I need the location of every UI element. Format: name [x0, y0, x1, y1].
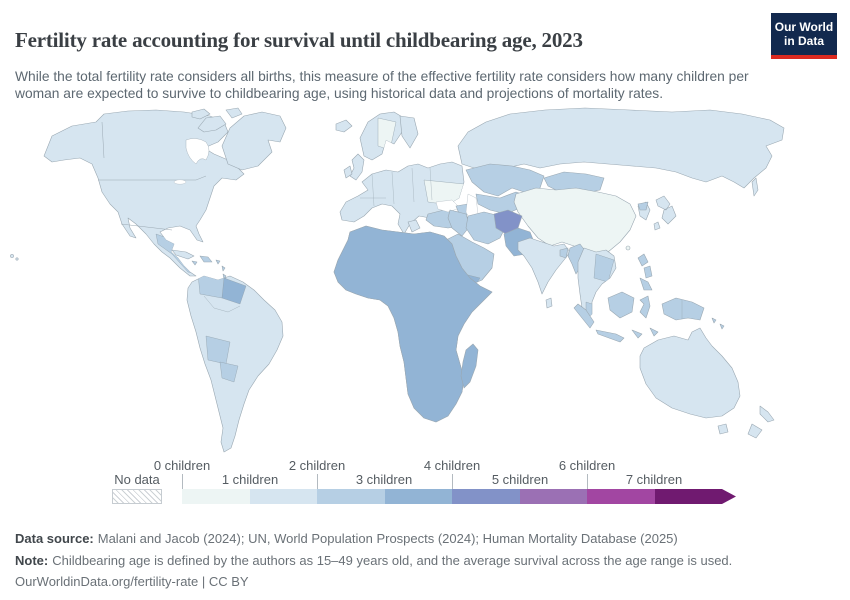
black-sea: [435, 199, 461, 213]
country-jamaica[interactable]: [191, 260, 198, 266]
great-lakes: [173, 179, 187, 185]
world-map: [10, 107, 785, 453]
legend-tick-2: 2 children: [288, 458, 346, 473]
data-source-text: Malani and Jacob (2024); UN, World Popul…: [97, 531, 678, 546]
url-text: OurWorldinData.org/fertility-rate | CC B…: [15, 574, 249, 589]
country-indonesia[interactable]: [573, 291, 659, 343]
hawaii[interactable]: [10, 254, 14, 258]
owid-logo[interactable]: Our World in Data: [771, 13, 837, 59]
border-us-mexico: [120, 223, 173, 231]
legend-bin-3-4[interactable]: [384, 489, 452, 504]
legend-no-data-label: No data: [114, 472, 160, 487]
data-source-label: Data source:: [15, 531, 94, 546]
country-south-america[interactable]: [186, 275, 284, 453]
country-sri-lanka[interactable]: [545, 297, 553, 309]
country-new-guinea[interactable]: [661, 297, 705, 321]
legend-tickmark-0: [182, 474, 183, 489]
legend-bin-5-6[interactable]: [519, 489, 587, 504]
country-japan[interactable]: [653, 195, 677, 231]
owid-logo-line1: Our World: [774, 20, 834, 34]
legend-tick-7: 7 children: [625, 472, 683, 487]
country-guyanas[interactable]: [221, 277, 247, 305]
country-philippines[interactable]: [637, 253, 653, 291]
legend-color-bar: [182, 489, 722, 504]
url-line: OurWorldinData.org/fertility-rate | CC B…: [15, 571, 835, 593]
country-mongolia[interactable]: [543, 171, 605, 195]
chart-subtitle: While the total fertility rate considers…: [15, 68, 749, 102]
legend-tick-0: 0 children: [153, 458, 211, 473]
country-united-kingdom[interactable]: [349, 153, 365, 181]
country-venezuela[interactable]: [197, 274, 227, 299]
country-madagascar[interactable]: [460, 343, 479, 389]
legend-bin-6-7[interactable]: [587, 489, 655, 504]
country-tasmania[interactable]: [717, 423, 729, 435]
lesser-antilles[interactable]: [215, 259, 227, 280]
legend-bin-7-plus[interactable]: [654, 489, 722, 504]
country-bangladesh[interactable]: [559, 247, 569, 259]
country-north-america[interactable]: [43, 109, 245, 277]
country-india[interactable]: [517, 237, 571, 295]
country-cuba[interactable]: [171, 249, 195, 260]
legend-tick-3: 3 children: [355, 472, 413, 487]
country-taiwan[interactable]: [625, 245, 631, 251]
border-brazil: [203, 295, 241, 313]
legend-tick-6: 6 children: [558, 458, 616, 473]
page-title: Fertility rate accounting for survival u…: [15, 28, 583, 53]
legend-tick-1: 1 children: [221, 472, 279, 487]
country-russia[interactable]: [457, 107, 785, 189]
legend-bin-4-5[interactable]: [452, 489, 520, 504]
country-greece[interactable]: [407, 219, 421, 233]
map-legend: 0 children 2 children 4 children 6 child…: [0, 459, 850, 505]
sakhalin[interactable]: [751, 177, 759, 197]
legend-no-data-swatch[interactable]: [112, 489, 162, 504]
legend-bin-1-2[interactable]: [249, 489, 317, 504]
note-line: Note: Childbearing age is defined by the …: [15, 550, 835, 572]
hudson-bay: [185, 138, 210, 165]
border-us-canada: [98, 175, 207, 181]
country-iceland[interactable]: [335, 119, 353, 133]
country-new-zealand[interactable]: [747, 405, 775, 439]
country-paraguay[interactable]: [219, 361, 239, 383]
legend-tickmark-2: [317, 474, 318, 489]
legend-tickmark-6: [587, 474, 588, 489]
chart-footer: Data source: Malani and Jacob (2024); UN,…: [15, 528, 835, 593]
country-sweden[interactable]: [377, 117, 397, 151]
border-alaska-canada: [101, 121, 105, 159]
country-finland[interactable]: [399, 115, 419, 149]
owid-logo-line2: in Data: [783, 34, 824, 48]
legend-tickmark-4: [452, 474, 453, 489]
country-sierra-leone-liberia[interactable]: [335, 295, 355, 313]
country-australia[interactable]: [639, 327, 741, 419]
country-ireland[interactable]: [343, 165, 353, 179]
arctic-islands[interactable]: [191, 107, 243, 133]
world-map-container: [0, 106, 850, 463]
solomon-islands[interactable]: [711, 317, 725, 330]
note-label: Note:: [15, 552, 49, 568]
country-greenland[interactable]: [221, 111, 287, 171]
legend-tick-5: 5 children: [491, 472, 549, 487]
legend-arrow: [722, 489, 736, 504]
borders-europe: [360, 167, 433, 207]
legend-bin-2-3[interactable]: [317, 489, 385, 504]
legend-tick-4: 4 children: [423, 458, 481, 473]
note-text: Childbearing age is defined by the autho…: [52, 552, 733, 568]
country-hispaniola[interactable]: [199, 255, 213, 263]
data-source-line: Data source: Malani and Jacob (2024); UN,…: [15, 528, 835, 550]
hawaii-2[interactable]: [15, 257, 19, 261]
country-north-korea[interactable]: [637, 201, 649, 211]
legend-bin-0-1[interactable]: [182, 489, 250, 504]
